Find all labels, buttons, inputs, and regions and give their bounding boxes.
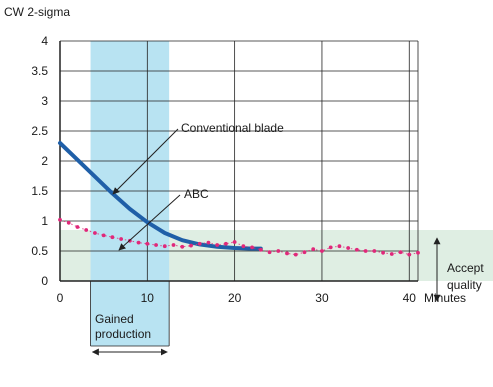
abc-arrow bbox=[118, 194, 181, 251]
series-point-abc bbox=[293, 252, 298, 257]
series-point-abc bbox=[197, 241, 202, 246]
y-tick-label: 1 bbox=[41, 214, 48, 228]
series-point-abc bbox=[180, 244, 185, 249]
series-point-abc bbox=[93, 231, 97, 235]
y-tick-label: 0 bbox=[41, 274, 48, 288]
series-line-abc bbox=[59, 219, 419, 256]
acceptable-quality-label-line2: quality bbox=[447, 278, 482, 292]
series-point-abc bbox=[285, 251, 289, 256]
series-point-abc bbox=[311, 247, 316, 252]
series-point-abc bbox=[258, 247, 263, 252]
series-point-abc bbox=[407, 252, 412, 257]
series-point-abc bbox=[206, 240, 211, 245]
series-point-abc bbox=[250, 245, 254, 250]
gained-production-label-line2: production bbox=[95, 327, 151, 341]
gained-production-band bbox=[90, 41, 170, 346]
series-point-abc bbox=[381, 250, 385, 255]
series-point-abc bbox=[75, 225, 80, 229]
y-axis-label: CW 2-sigma bbox=[4, 5, 70, 19]
series-point-abc bbox=[224, 241, 228, 246]
series-point-abc bbox=[328, 245, 333, 250]
series-point-abc bbox=[189, 243, 193, 248]
series-point-abc bbox=[66, 220, 71, 225]
series-point-abc bbox=[416, 250, 420, 255]
series-point-abc bbox=[84, 228, 89, 232]
y-tick-label: 1.5 bbox=[31, 184, 48, 198]
y-tick-label: 3.5 bbox=[31, 64, 48, 78]
x-axis-label: Minutes bbox=[424, 291, 466, 305]
series-point-abc bbox=[389, 252, 394, 256]
series-point-abc bbox=[101, 233, 106, 238]
series-layer bbox=[58, 141, 420, 257]
y-tick-label: 4 bbox=[41, 34, 48, 48]
x-tick-label: 10 bbox=[141, 291, 155, 305]
series-point-abc bbox=[154, 243, 158, 247]
bands-layer bbox=[60, 41, 493, 347]
series-point-abc bbox=[162, 244, 167, 249]
y-tick-label: 0.5 bbox=[31, 244, 48, 258]
x-tick-label: 20 bbox=[228, 291, 242, 305]
conventional-blade-label: Conventional blade bbox=[181, 121, 284, 135]
series-point-abc bbox=[398, 250, 403, 255]
y-tick-label: 2.5 bbox=[31, 124, 48, 138]
abc-label: ABC bbox=[184, 187, 209, 201]
conventional-blade-arrow bbox=[112, 128, 179, 195]
x-tick-label: 0 bbox=[57, 291, 64, 305]
series-point-abc bbox=[267, 250, 272, 255]
series-point-abc bbox=[136, 240, 141, 245]
series-point-abc bbox=[232, 240, 237, 244]
series-point-abc bbox=[276, 249, 281, 253]
series-point-abc bbox=[215, 243, 220, 247]
series-point-abc bbox=[58, 217, 62, 222]
series-point-abc bbox=[372, 249, 377, 253]
x-tick-label: 40 bbox=[403, 291, 417, 305]
annotation-layer bbox=[91, 128, 441, 356]
series-line-conventional-blade bbox=[58, 141, 263, 251]
gained-production-label-line1: Gained bbox=[95, 312, 134, 326]
series-point-abc bbox=[320, 249, 324, 253]
series-point-abc bbox=[145, 241, 150, 246]
series-point-abc bbox=[119, 237, 124, 241]
series-point-abc bbox=[110, 235, 115, 240]
series-point-abc bbox=[363, 249, 368, 253]
series-point-abc bbox=[337, 244, 342, 249]
series-point-abc bbox=[354, 247, 359, 252]
y-tick-label: 3 bbox=[41, 94, 48, 108]
series-point-abc bbox=[171, 243, 176, 247]
x-tick-label: 30 bbox=[315, 291, 329, 305]
series-point-abc bbox=[346, 246, 351, 250]
axes-layer: 00.511.522.533.540 10 20 30 40 bbox=[31, 34, 418, 305]
acceptable-quality-label-line1: Accept bbox=[447, 261, 484, 275]
y-tick-label: 2 bbox=[41, 154, 48, 168]
series-point-abc bbox=[302, 250, 307, 255]
series-point-abc bbox=[241, 244, 246, 249]
